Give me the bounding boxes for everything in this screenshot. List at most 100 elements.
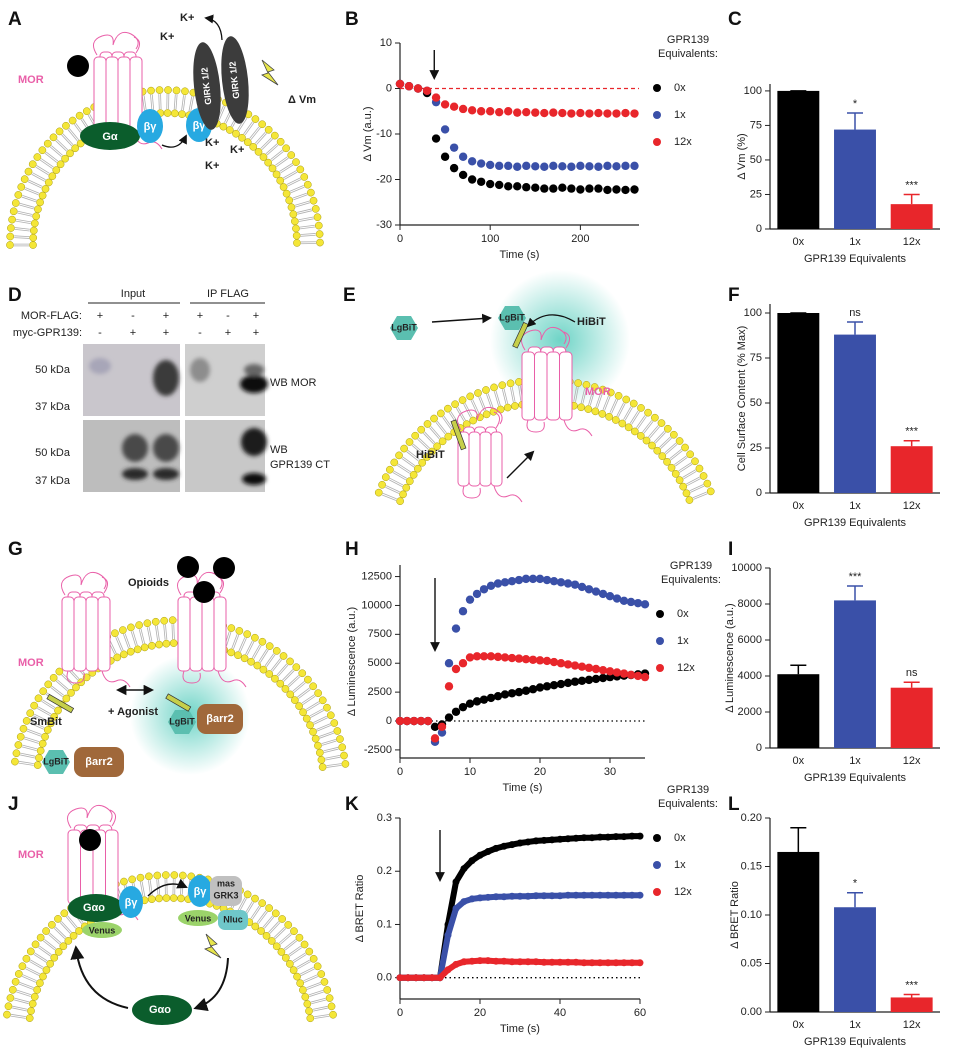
data-point (567, 162, 576, 171)
band (153, 434, 179, 462)
lipid-tail (68, 128, 80, 141)
lipid-tail (589, 391, 595, 406)
lipid-tail (278, 932, 291, 944)
lipid-tail (435, 421, 446, 435)
y-axis-label: Δ Vm (a.u.) (362, 106, 374, 161)
lipid-head (164, 86, 172, 94)
lipid-head (28, 160, 37, 169)
data-point (504, 107, 513, 116)
data-point (396, 974, 404, 982)
lipid-tail (115, 637, 122, 652)
lipid-tail (618, 403, 626, 418)
receptor (520, 326, 593, 437)
lipid-head (303, 180, 312, 189)
lipid-tail (14, 235, 30, 238)
lipid-tail (280, 934, 292, 945)
diagram-shapes: A MOR Gα βγ βγ GIRK 1/2 GIRK 1/2 K+ K+ K… (8, 9, 611, 1025)
lipid-head (258, 120, 267, 129)
lipid-tail (22, 974, 37, 982)
lipid-tail (623, 406, 632, 420)
lipid-head (444, 404, 452, 413)
lipid-tail (37, 706, 52, 715)
lipid-tail (582, 388, 587, 404)
loop (66, 804, 116, 829)
lipid-head (30, 701, 39, 710)
lipid-tail (418, 437, 430, 449)
lipid-tail (288, 945, 301, 956)
error-bar (903, 193, 920, 205)
lipid-head (43, 139, 52, 148)
lipid-tail (682, 469, 696, 478)
lgbit (498, 306, 526, 330)
bar (890, 687, 933, 748)
lipid-tail (13, 999, 29, 1005)
lipid-head (699, 472, 708, 480)
lipid-tail (270, 658, 281, 671)
lipid-head (66, 149, 74, 158)
data-point (458, 104, 468, 114)
lipid-head (675, 476, 684, 485)
lipid-head (163, 109, 172, 117)
lipid-head (314, 741, 322, 750)
lipid-tail (262, 915, 273, 928)
data-point (521, 574, 531, 584)
data-point (636, 891, 644, 899)
data-point (542, 656, 552, 666)
lipid-tail (163, 624, 166, 640)
lipid-tail (297, 687, 310, 698)
lipid-tail (231, 634, 238, 649)
lipid-head (303, 1000, 312, 1008)
data-point (605, 592, 615, 601)
data-point (486, 581, 496, 591)
data-point (570, 677, 580, 686)
lipid-head (9, 207, 18, 216)
lipid-head (482, 410, 491, 419)
lipid-head (289, 966, 298, 974)
lipid-tail (326, 764, 342, 768)
lipid-head (227, 648, 236, 657)
data-point (577, 662, 587, 671)
lipid-head (311, 734, 320, 743)
data-point (556, 958, 564, 966)
data-point (416, 716, 426, 726)
arrow (506, 450, 535, 479)
lipid-head (300, 940, 309, 949)
lipid-tail (59, 922, 71, 934)
lipid-head (22, 954, 31, 963)
y-tick-label: 75 (750, 352, 762, 364)
lipid-head (128, 875, 137, 884)
lipid-head (311, 205, 320, 213)
data-point (612, 109, 621, 118)
data-point (580, 959, 588, 967)
lipid-tail (14, 237, 30, 239)
y-tick-label: 6000 (738, 634, 762, 646)
lipid-head (76, 139, 85, 148)
lipid-tail (443, 415, 453, 429)
x-tick-label: 200 (571, 233, 589, 245)
lipid-tail (389, 477, 404, 486)
lipid-head (624, 423, 633, 432)
data-point (458, 659, 468, 668)
data-point (513, 182, 522, 191)
data-point (514, 654, 524, 663)
g-alpha (80, 122, 140, 150)
lipid-head (496, 405, 505, 414)
lipid-tail (225, 632, 232, 647)
lipid-head (54, 948, 63, 956)
lipid-tail (65, 916, 77, 929)
lipid-tail (679, 463, 693, 473)
label: MOR-FLAG: (21, 310, 82, 322)
label: MOR (585, 386, 611, 398)
y-tick-label: 75 (750, 119, 762, 131)
data-point (603, 185, 612, 195)
lipid-head (295, 702, 303, 710)
lipid-head (663, 424, 672, 433)
lipid-tail (56, 679, 69, 690)
data-point (633, 598, 643, 608)
ligand (177, 556, 199, 578)
data-point (437, 728, 447, 737)
lipid-tail (156, 879, 159, 895)
smbit-peptide (46, 693, 75, 714)
lipid-head (374, 488, 383, 497)
lipid-head (296, 165, 305, 174)
